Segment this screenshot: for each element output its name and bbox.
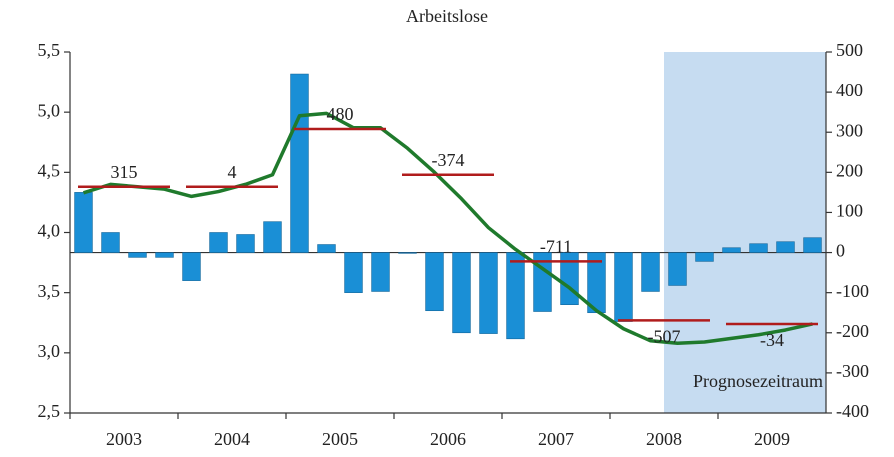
annotation: -34 [760,330,784,350]
bar [803,237,822,253]
y-tick-label: 3,0 [38,341,61,361]
y2-tick-label: 200 [836,160,863,180]
bar [614,252,633,322]
x-tick-label: 2004 [214,429,250,449]
y2-tick-label: -400 [836,401,869,421]
unemployment-line [82,111,813,345]
bar [425,252,444,312]
bar [101,232,120,253]
y2-tick-label: 500 [836,40,863,60]
bar [128,252,147,258]
annotation: 315 [111,162,138,182]
x-tick-label: 2009 [754,429,790,449]
annotation: -374 [432,150,465,170]
y-tick-label: 5,5 [38,40,61,60]
y2-tick-label: -300 [836,361,869,381]
x-tick-label: 2008 [646,429,682,449]
chart-title: Arbeitslose [406,6,488,26]
bar [317,244,336,253]
bar [641,252,660,292]
bar [290,73,309,253]
bar [668,252,687,286]
bar [479,252,498,334]
y2-tick-label: -100 [836,281,869,301]
bar [74,192,93,253]
x-tick-label: 2005 [322,429,358,449]
y2-tick-label: 400 [836,80,863,100]
y2-tick-label: 0 [836,241,845,261]
annotation: 480 [327,104,354,124]
y-tick-label: 3,5 [38,281,61,301]
bar [209,232,228,253]
x-tick-label: 2006 [430,429,466,449]
annotation: -507 [648,326,681,346]
bar [155,252,174,258]
y2-tick-label: 100 [836,201,863,221]
y-tick-label: 2,5 [38,401,61,421]
forecast-label: Prognosezeitraum [693,371,823,391]
y-tick-label: 5,0 [38,100,61,120]
bar [344,252,363,293]
y2-tick-label: -200 [836,321,869,341]
bar [722,247,741,253]
bar [236,234,255,253]
bar [371,252,390,292]
bar [749,243,768,253]
x-tick-label: 2007 [538,429,574,449]
bar [695,252,714,262]
forecast-shade [664,52,826,413]
bar [398,252,417,254]
annotation: -711 [540,237,572,257]
bar [182,252,201,281]
bar [506,252,525,340]
annotation: 4 [228,162,237,182]
bar [452,252,471,334]
bar [776,241,795,253]
y2-tick-label: 300 [836,120,863,140]
x-tick-label: 2003 [106,429,142,449]
y-tick-label: 4,5 [38,160,61,180]
bar [263,221,282,253]
y-tick-label: 4,0 [38,221,61,241]
